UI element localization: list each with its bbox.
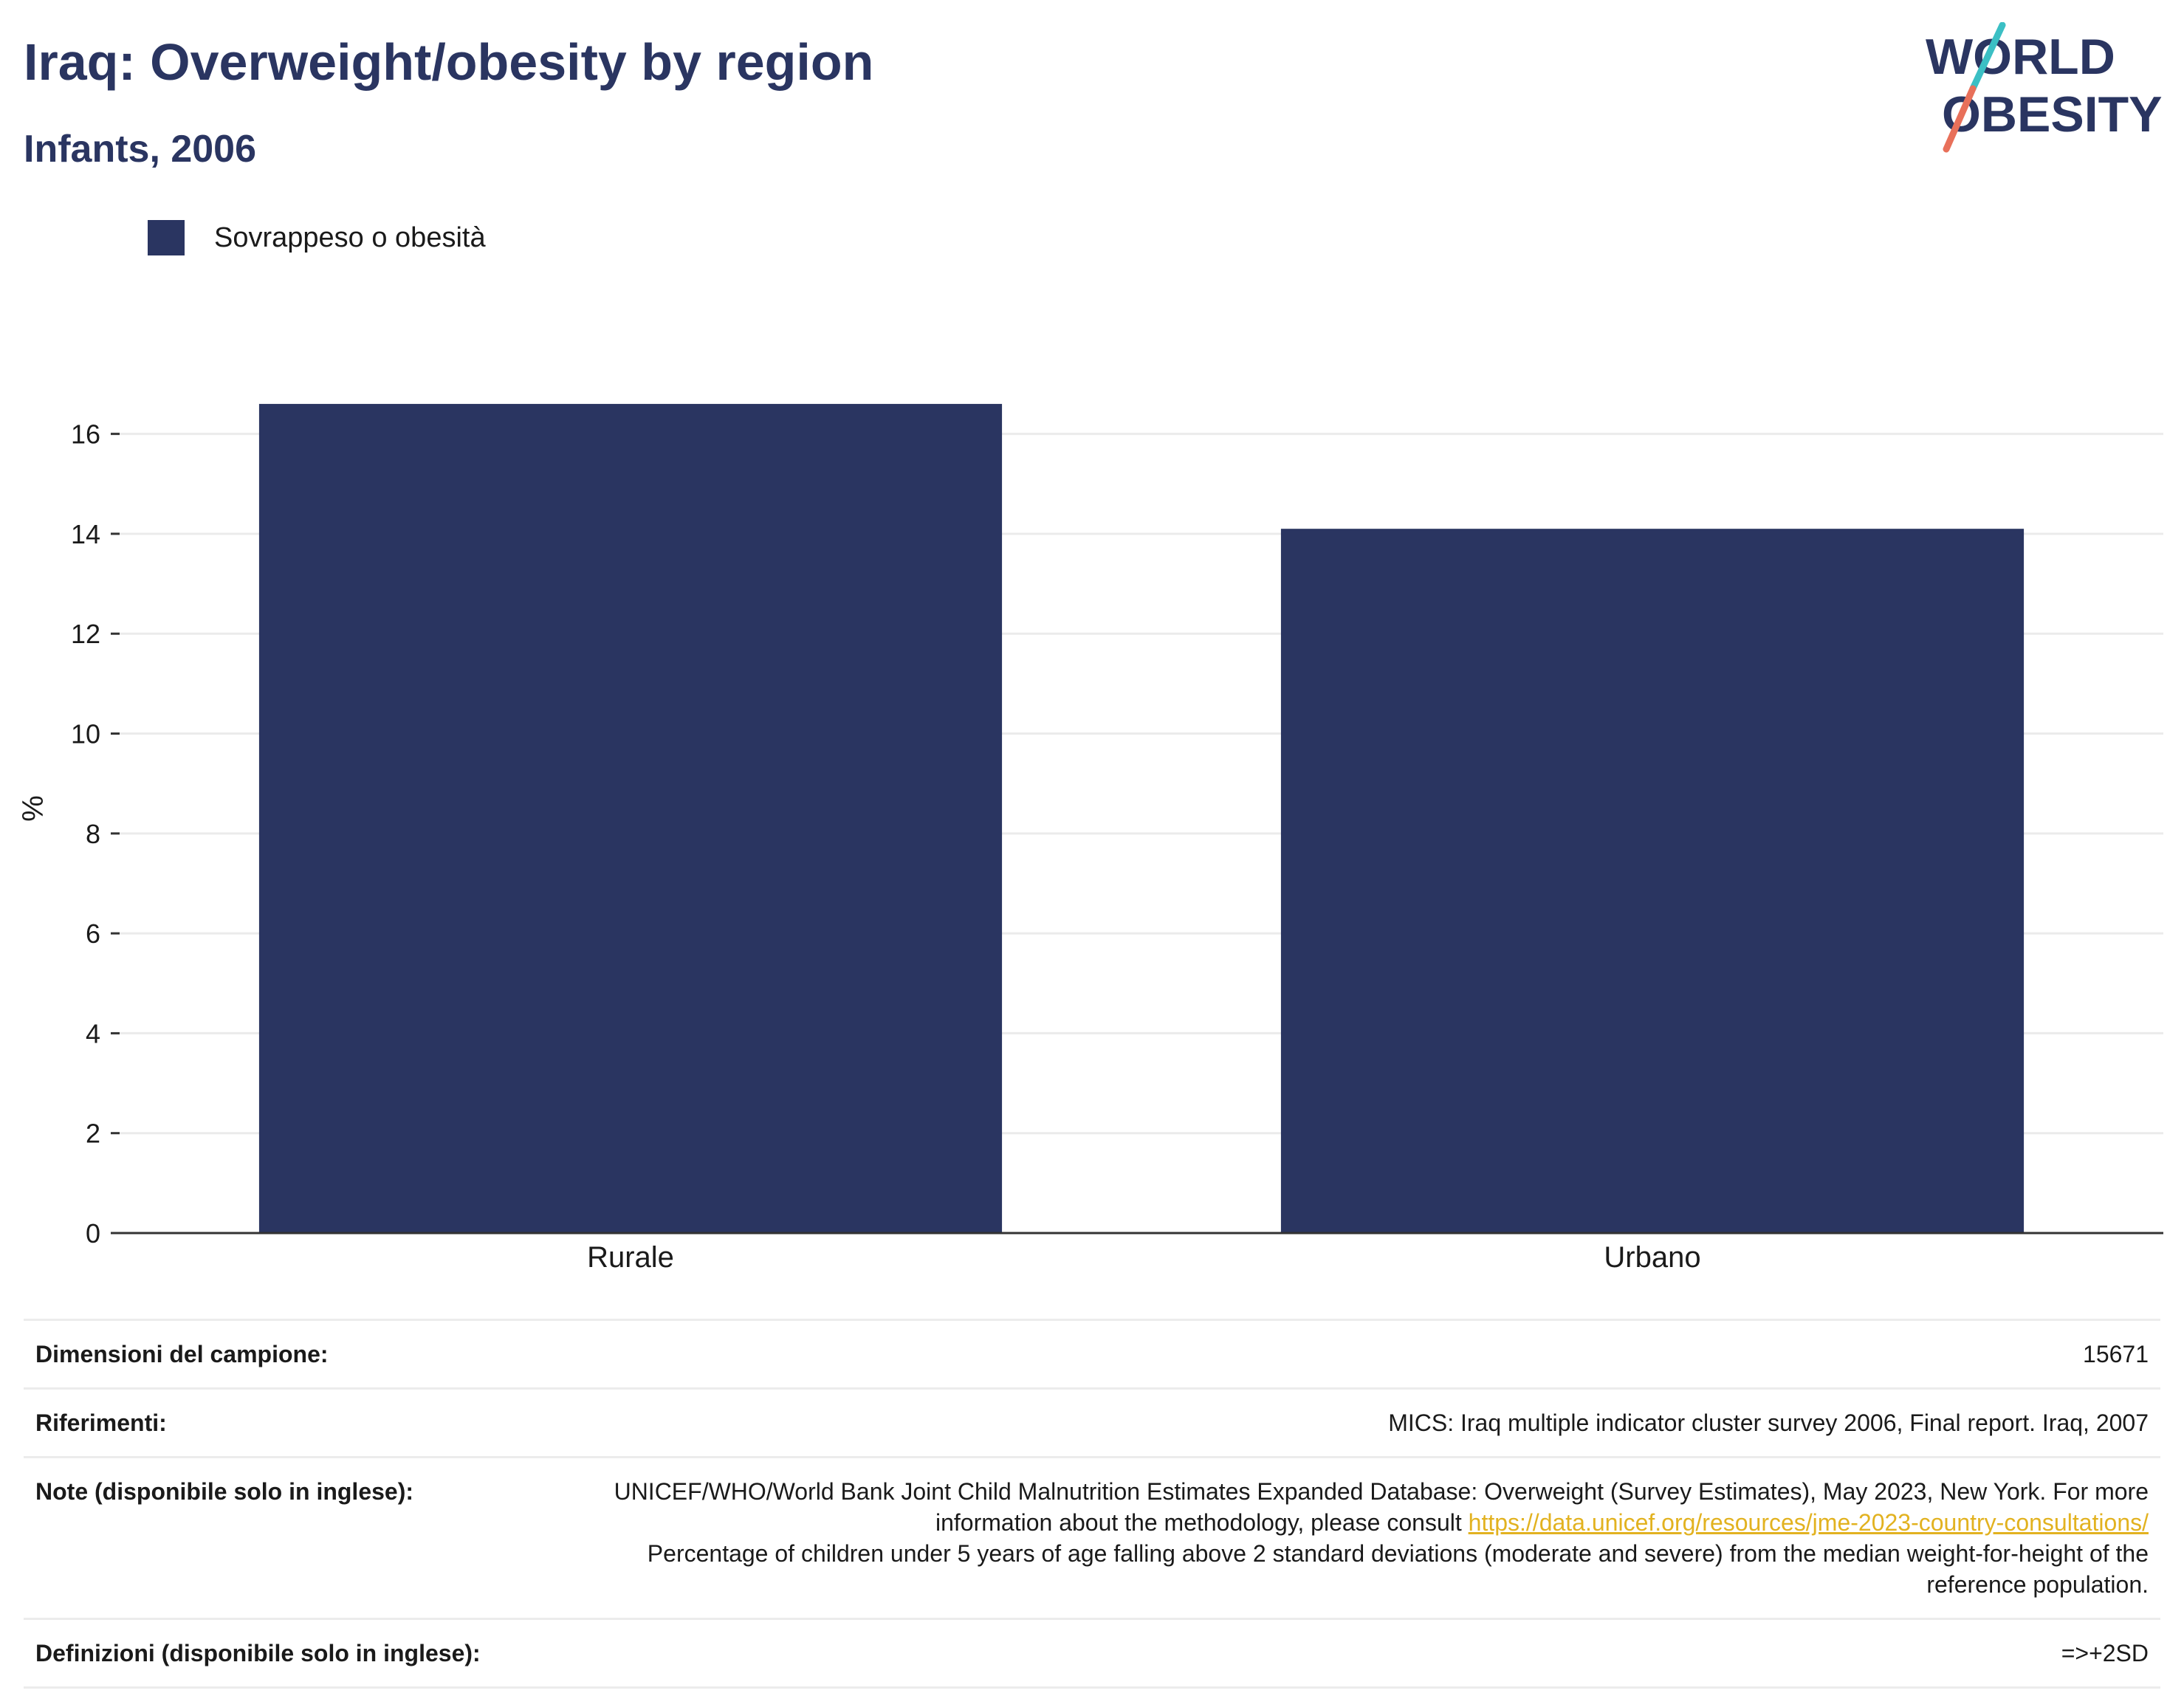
logo-slash-coral [1943,85,1977,153]
logo-slash-teal [1969,22,2006,92]
sample-label: Dimensioni del campione: [35,1341,329,1367]
legend-swatch [148,220,185,255]
info-row-notes: Note (disponibile solo in inglese): UNIC… [24,1457,2160,1619]
references-label: Riferimenti: [35,1410,167,1436]
bar-chart: 0 2 4 6 8 10 12 14 16% Rurale Urbano [17,404,2163,1274]
info-row-definitions: Definizioni (disponibile solo in inglese… [24,1618,2160,1688]
logo-line-2: OBESITY [1942,86,2163,143]
y-tick-label: 6 [86,919,100,949]
info-row-references: Riferimenti: MICS: Iraq multiple indicat… [24,1388,2160,1458]
bar-rurale [258,404,1003,1233]
legend-label: Sovrappeso o obesità [214,222,486,253]
y-tick-label: 4 [86,1018,100,1048]
world-obesity-logo: WORLD OBESITY [1926,22,2163,153]
y-tick-label: 10 [71,719,100,749]
notes-label: Note (disponibile solo in inglese): [35,1478,414,1505]
info-table: Dimensioni del campione: 15671 Riferimen… [24,1319,2160,1689]
y-tick-label: 0 [86,1218,100,1249]
notes-link[interactable]: https://data.unicef.org/resources/jme-20… [1468,1509,2149,1536]
y-axis-title: % [17,795,49,822]
notes-value: UNICEF/WHO/World Bank Joint Child Malnut… [564,1458,2160,1619]
y-tick-label: 14 [71,519,100,549]
notes-text-1: UNICEF/WHO/World Bank Joint Child Malnut… [614,1478,2149,1536]
chart-legend: Sovrappeso o obesità [148,220,486,255]
page-title: Iraq: Overweight/obesity by region [24,33,874,91]
y-tick-label: 8 [86,819,100,849]
logo-line-1: WORLD [1926,29,2115,85]
y-tick-label: 2 [86,1119,100,1149]
definitions-value: =>+2SD [2061,1640,2149,1666]
page-subtitle: Infants, 2006 [24,128,257,171]
notes-text-2: Percentage of children under 5 years of … [647,1540,2149,1598]
x-category-label: Urbano [1604,1241,1700,1274]
sample-value: 15671 [2083,1341,2149,1367]
info-row-sample: Dimensioni del campione: 15671 [24,1319,2160,1389]
definitions-label: Definizioni (disponibile solo in inglese… [35,1640,481,1666]
references-value: MICS: Iraq multiple indicator cluster su… [1388,1410,2149,1436]
y-tick-label: 12 [71,619,100,649]
y-tick-label: 16 [71,419,100,450]
bar-urbano [1280,529,2025,1233]
x-category-label: Rurale [587,1241,674,1274]
